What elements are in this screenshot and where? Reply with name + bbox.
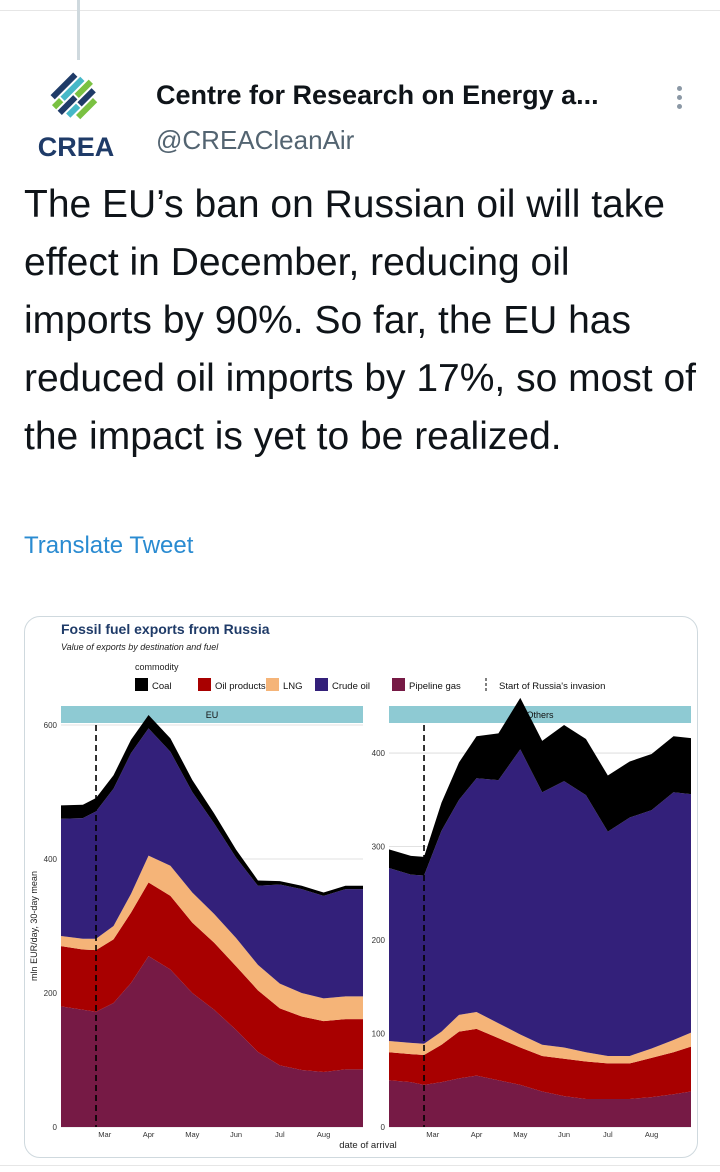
- x-tick-label: Jul: [603, 1130, 613, 1139]
- thread-line: [77, 0, 80, 60]
- y-tick-label: 400: [372, 749, 386, 758]
- facet-strip: [389, 706, 691, 723]
- legend-swatch: [135, 678, 148, 691]
- legend-item-coal: Coal: [135, 678, 172, 692]
- area-lng: [389, 1012, 691, 1064]
- y-tick-label: 400: [44, 855, 58, 864]
- legend-label: Coal: [152, 681, 172, 692]
- more-options-icon[interactable]: [668, 82, 690, 112]
- panel-eu: EU 0 200 400 600 Mar Apr May Jun Jul Aug: [44, 706, 363, 1139]
- area-crude-oil: [389, 749, 691, 1056]
- y-tick-label: 100: [372, 1030, 386, 1039]
- area-lng: [61, 855, 363, 1022]
- legend-item-crude-oil: Crude oil: [315, 678, 370, 692]
- legend-item-pipeline-gas: Pipeline gas: [392, 678, 461, 692]
- avatar-text: CREA: [38, 132, 115, 160]
- x-tick-label: Jun: [230, 1130, 242, 1139]
- legend-label: Oil products: [215, 681, 266, 692]
- crea-logo-icon: CREA: [38, 72, 115, 162]
- x-tick-label: Jun: [558, 1130, 570, 1139]
- x-tick-label: Jul: [275, 1130, 285, 1139]
- legend-label: LNG: [283, 681, 303, 692]
- area-oil-products: [61, 882, 363, 1073]
- area-pipeline-gas: [61, 956, 363, 1127]
- legend-swatch: [392, 678, 405, 691]
- x-tick-label: Apr: [471, 1130, 483, 1139]
- x-tick-label: Apr: [143, 1130, 155, 1139]
- chart-panels: EU 0 200 400 600 Mar Apr May Jun Jul Aug Others 0 100…: [44, 697, 691, 1139]
- x-tick-label: May: [185, 1130, 199, 1139]
- translate-tweet-link[interactable]: Translate Tweet: [24, 532, 194, 559]
- legend-item-lng: LNG: [266, 678, 303, 692]
- chart-title: Fossil fuel exports from Russia: [61, 621, 270, 637]
- avatar[interactable]: CREA: [30, 68, 122, 162]
- x-tick-label: May: [513, 1130, 527, 1139]
- legend-swatch: [198, 678, 211, 691]
- facet-label: EU: [206, 710, 219, 720]
- y-tick-label: 0: [53, 1123, 58, 1132]
- chart-subtitle: Value of exports by destination and fuel: [61, 642, 219, 652]
- x-tick-label: Mar: [98, 1130, 111, 1139]
- author-name[interactable]: Centre for Research on Energy a...: [156, 80, 599, 110]
- y-tick-label: 0: [381, 1123, 386, 1132]
- legend-label: Pipeline gas: [409, 681, 461, 692]
- legend-swatch: [315, 678, 328, 691]
- y-tick-label: 200: [372, 936, 386, 945]
- legend-title: commodity: [135, 662, 179, 672]
- legend-swatch: [266, 678, 279, 691]
- legend: Coal Oil products LNG Crude oil Pipeline gas…: [135, 678, 605, 692]
- legend-label: Crude oil: [332, 681, 370, 692]
- area-oil-products: [389, 1028, 691, 1099]
- legend-label: Start of Russia's invasion: [499, 681, 605, 692]
- area-pipeline-gas: [389, 1075, 691, 1127]
- legend-item-oil-products: Oil products: [198, 678, 266, 692]
- x-tick-label: Aug: [317, 1130, 330, 1139]
- facet-strip: [61, 706, 363, 723]
- facet-label: Others: [526, 710, 554, 720]
- x-tick-label: Aug: [645, 1130, 658, 1139]
- y-axis-label: mln EUR/day, 30-day mean: [29, 871, 39, 981]
- y-tick-label: 200: [44, 989, 58, 998]
- tweet-text: The EU’s ban on Russian oil will take ef…: [24, 183, 696, 458]
- tweet-media-card[interactable]: Fossil fuel exports from Russia Value of…: [24, 616, 698, 1158]
- divider: [0, 10, 720, 11]
- x-axis-label: date of arrival: [339, 1140, 397, 1151]
- y-tick-label: 300: [372, 843, 386, 852]
- x-tick-label: Mar: [426, 1130, 439, 1139]
- panel-others: Others 0 100 200 300 400 Mar Apr May Jun Jul Aug: [372, 697, 691, 1139]
- area-crude-oil: [61, 728, 363, 999]
- chart: Fossil fuel exports from Russia Value of…: [29, 621, 691, 1151]
- y-tick-label: 600: [44, 721, 58, 730]
- legend-item-invasion-line: Start of Russia's invasion: [485, 678, 605, 692]
- divider: [0, 1165, 720, 1166]
- author-handle[interactable]: @CREACleanAir: [156, 125, 355, 155]
- area-coal: [389, 697, 691, 876]
